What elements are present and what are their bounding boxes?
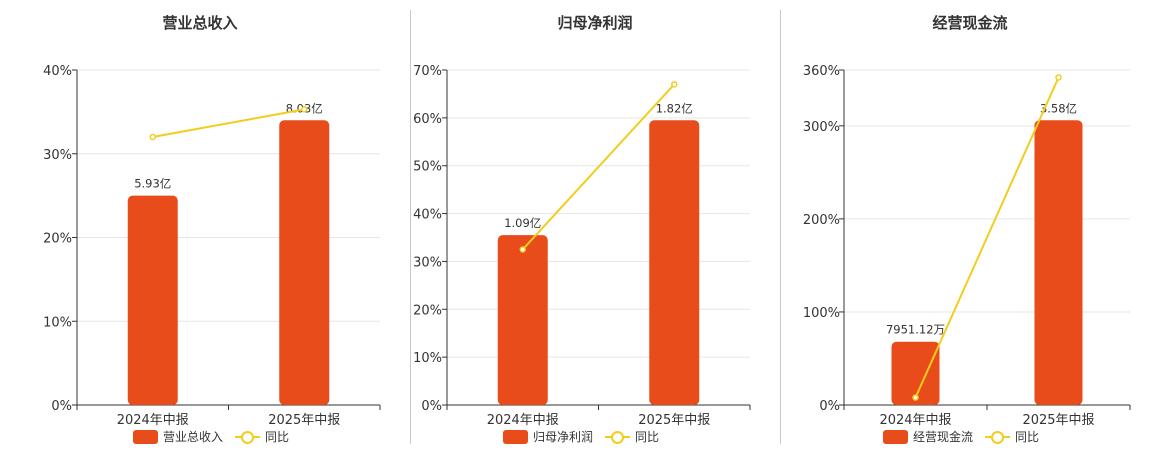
x-tick-label: 2024年中报 [487, 413, 559, 428]
bar [1034, 120, 1083, 405]
y-tick-label: 20% [43, 232, 72, 247]
y-tick-label: 0% [51, 399, 72, 414]
x-tick-label: 2024年中报 [879, 413, 951, 428]
panel-divider [410, 10, 411, 444]
legend-line-swatch [605, 430, 631, 444]
legend-bar-label: 营业总收入 [163, 430, 224, 444]
yoy-line [914, 77, 1060, 398]
yoy-line [522, 83, 675, 251]
bar-data-label: 3.58亿 [1040, 101, 1077, 115]
y-tick-label: 40% [43, 64, 72, 79]
chart-panel-net-profit: 归母净利润 0% 10% 20% 30% 40% 50% 60% 70% 1.09亿 2024年中… [370, 0, 780, 450]
y-tick-label: 20% [413, 303, 442, 318]
bar-data-label: 7951.12万 [886, 323, 945, 337]
yoy-line [152, 108, 305, 138]
yoy-point [671, 81, 678, 88]
legend-bar-swatch [883, 429, 908, 444]
chart-title: 营业总收入 [162, 14, 238, 32]
legend[interactable]: 营业总收入 同比 [133, 428, 289, 445]
chart-net-profit: 0% 10% 20% 30% 40% 50% 60% 70% 1.09亿 2024年中报 1.82亿… [413, 64, 751, 428]
legend-line-label: 同比 [1015, 430, 1040, 444]
bar-data-label: 1.09亿 [504, 216, 541, 230]
y-tick-label: 360% [803, 64, 840, 79]
legend-bar-swatch [133, 429, 158, 444]
legend-line-label: 同比 [635, 430, 660, 444]
y-tick-label: 40% [413, 208, 442, 223]
y-tick-label: 10% [413, 351, 442, 366]
x-tick-label: 2025年中报 [1022, 413, 1094, 428]
x-tick-label: 2025年中报 [638, 413, 710, 428]
y-tick-label: 30% [413, 255, 442, 270]
y-tick-label: 30% [43, 148, 72, 163]
bar [649, 120, 700, 405]
bar-data-label: 1.82亿 [656, 101, 693, 115]
bar [279, 120, 330, 405]
bar [891, 341, 940, 405]
yoy-point [912, 394, 919, 401]
bar-data-label: 5.93亿 [134, 177, 171, 191]
legend-bar-label: 经营现金流 [913, 430, 974, 444]
chart-panel-revenue: 营业总收入 0%10%20%30%40%5.93亿2024年中报8.03亿202… [0, 0, 400, 450]
x-tick-label: 2024年中报 [117, 413, 189, 428]
legend[interactable]: 经营现金流 同比 [883, 428, 1039, 445]
yoy-point [149, 133, 156, 141]
chart-panel-cash-flow: 经营现金流 0% 100% 200% 300% 360% 7951.12万 2024年中报 3… [740, 0, 1160, 450]
yoy-point [301, 106, 308, 113]
y-tick-label: 0% [819, 399, 840, 414]
y-tick-label: 200% [803, 213, 840, 228]
y-tick-label: 60% [413, 112, 442, 127]
x-tick-label: 2025年中报 [268, 413, 340, 428]
legend-line-swatch [235, 430, 261, 444]
y-tick-label: 100% [803, 306, 840, 321]
y-tick-label: 50% [413, 160, 442, 175]
legend-bar-swatch [503, 429, 528, 444]
yoy-point [1055, 74, 1062, 81]
bar [127, 195, 178, 405]
y-tick-label: 70% [413, 64, 442, 79]
chart-revenue: 0%10%20%30%40%5.93亿2024年中报8.03亿2025年中报 [43, 64, 381, 428]
yoy-point [519, 246, 526, 253]
chart-cash-flow: 0% 100% 200% 300% 360% 7951.12万 2024年中报 3.58亿 20… [803, 64, 1131, 428]
chart-title: 归母净利润 [557, 14, 633, 32]
chart-title: 经营现金流 [932, 14, 1008, 32]
y-tick-label: 300% [803, 120, 840, 135]
y-tick-label: 0% [421, 399, 442, 414]
legend-line-swatch [985, 430, 1011, 444]
legend-line-label: 同比 [265, 430, 290, 444]
panel-divider [780, 10, 781, 444]
legend[interactable]: 归母净利润 同比 [503, 428, 659, 445]
legend-bar-label: 归母净利润 [533, 430, 594, 444]
bar [497, 235, 548, 405]
y-tick-label: 10% [43, 315, 72, 330]
